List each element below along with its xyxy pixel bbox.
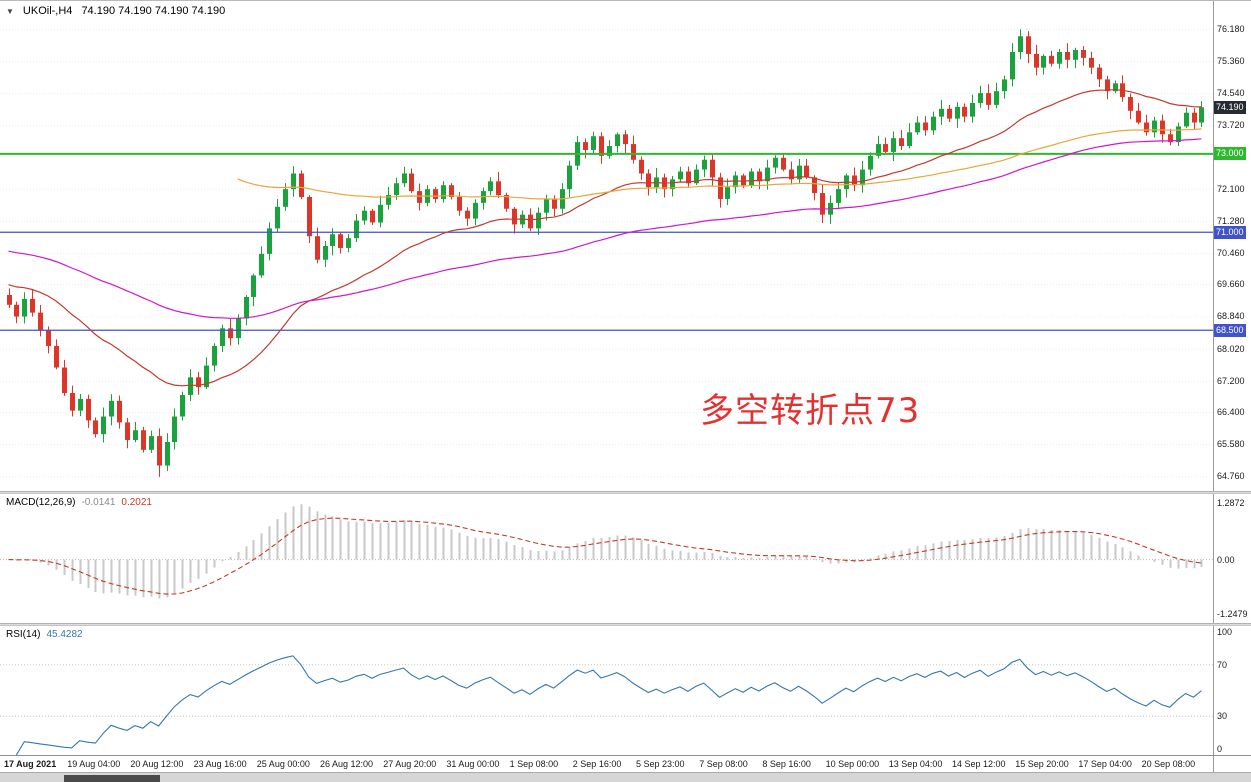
time-axis-label: 31 Aug 00:00 [446, 759, 500, 769]
price-badge-68.500: 68.500 [1214, 323, 1246, 337]
time-axis-labels: 17 Aug 2021 19 Aug 04:00 20 Aug 12:00 23 Au… [0, 756, 1213, 772]
time-axis-label: 20 Sep 08:00 [1141, 759, 1196, 769]
axis-corner [1213, 756, 1251, 772]
price-axis-label: 70.460 [1217, 247, 1245, 258]
price-axis-label: 76.180 [1217, 23, 1245, 34]
rsi-axis-label: 70 [1217, 659, 1228, 670]
macd-axis-label: 1.2872 [1217, 498, 1245, 509]
time-axis-label: 23 Aug 16:00 [193, 759, 247, 769]
price-badge-71.000: 71.000 [1214, 225, 1246, 239]
macd-signal-value: 0.2021 [121, 497, 152, 508]
horizontal-scrollbar[interactable] [0, 772, 1251, 782]
annotation-text: 多空转折点73 [700, 391, 921, 431]
price-axis-label: 65.580 [1217, 439, 1245, 450]
scrollbar-handle[interactable] [64, 775, 160, 782]
macd-axis-label: -1.2479 [1217, 609, 1248, 620]
rsi-indicator-name: RSI(14) [6, 629, 41, 640]
main-panel: ▼ UKOil-,H4 74.190 74.190 74.190 74.190 … [0, 1, 1251, 491]
macd-histogram [15, 504, 1203, 599]
macd-panel: MACD(12,26,9) -0.0141 0.2021 1.2872 0.00 -… [0, 494, 1251, 623]
macd-axis[interactable]: 1.2872 0.00 -1.2479 [1213, 494, 1251, 623]
price-axis-label: 64.760 [1217, 471, 1245, 482]
time-axis-label: 17 Sep 04:00 [1078, 759, 1132, 769]
rsi-axis-label: 30 [1217, 711, 1228, 722]
rsi-level-lines [0, 664, 1213, 717]
price-axis-label: 75.360 [1217, 55, 1245, 66]
time-axis-label: 27 Aug 20:00 [383, 759, 437, 769]
panel-divider-rsi[interactable] [0, 623, 1251, 626]
quote-values-label: 74.190 74.190 74.190 74.190 [81, 5, 226, 17]
main-plot-area[interactable]: ▼ UKOil-,H4 74.190 74.190 74.190 74.190 … [0, 1, 1213, 491]
panel-divider-macd[interactable] [0, 491, 1251, 494]
rsi-panel: RSI(14) 45.4282 100 70 30 0 [0, 626, 1251, 755]
price-axis-label: 74.540 [1217, 88, 1245, 98]
price-axis-label: 68.840 [1217, 311, 1245, 322]
price-axis-label: 67.200 [1217, 375, 1245, 386]
macd-axis-label: 0.00 [1217, 554, 1235, 565]
chart-menu-icon[interactable]: ▼ [6, 6, 14, 16]
time-axis[interactable]: 17 Aug 2021 19 Aug 04:00 20 Aug 12:00 23 Au… [0, 755, 1251, 772]
price-gridlines [0, 28, 1213, 478]
rsi-canvas[interactable] [0, 626, 1213, 755]
time-axis-label: 8 Sep 16:00 [762, 759, 811, 769]
macd-indicator-name: MACD(12,26,9) [6, 497, 76, 508]
price-badge-73.000: 73.000 [1214, 147, 1246, 161]
time-axis-label: 13 Sep 04:00 [888, 759, 943, 769]
time-axis-label: 15 Sep 20:00 [1015, 759, 1069, 769]
price-axis-label: 68.020 [1217, 343, 1245, 354]
time-axis-label: 25 Aug 00:00 [256, 759, 310, 769]
time-axis-label: 20 Aug 12:00 [130, 759, 184, 769]
time-axis-label: 1 Sep 08:00 [509, 759, 559, 769]
main-chart-canvas[interactable] [0, 1, 1213, 491]
time-axis-label: 10 Sep 00:00 [825, 759, 880, 769]
rsi-plot-area[interactable]: RSI(14) 45.4282 [0, 626, 1213, 755]
price-axis[interactable]: 76.180 75.360 74.540 73.720 72.100 71.280 70.4… [1213, 1, 1251, 491]
candlestick-series [7, 29, 1204, 477]
price-badge-74.190: 74.190 [1214, 100, 1246, 114]
ma-fast-red [8, 89, 1202, 387]
macd-plot-area[interactable]: MACD(12,26,9) -0.0141 0.2021 [0, 494, 1213, 623]
time-axis-label: 7 Sep 08:00 [699, 759, 748, 769]
rsi-label: RSI(14) 45.4282 [6, 629, 83, 640]
rsi-axis-label: 0 [1217, 744, 1223, 754]
price-axis-label: 71.280 [1217, 215, 1245, 226]
time-axis-label: 14 Sep 12:00 [952, 759, 1006, 769]
price-axis-label: 66.400 [1217, 407, 1245, 418]
time-axis-label: 26 Aug 12:00 [320, 759, 374, 769]
chart-title: ▼ UKOil-,H4 74.190 74.190 74.190 74.190 [6, 5, 225, 17]
price-axis-label: 73.720 [1217, 120, 1245, 131]
macd-label: MACD(12,26,9) -0.0141 0.2021 [6, 497, 152, 508]
moving-average-lines [8, 89, 1202, 387]
rsi-axis[interactable]: 100 70 30 0 [1213, 626, 1251, 755]
symbol-timeframe-label: UKOil-,H4 [22, 5, 73, 17]
rsi-value: 45.4282 [46, 629, 83, 640]
time-axis-label: 2 Sep 16:00 [572, 759, 622, 769]
time-axis-label: 19 Aug 04:00 [67, 759, 121, 769]
ma-mid-magenta [8, 138, 1202, 319]
horizontal-level-lines [0, 152, 1213, 331]
macd-main-value: -0.0141 [81, 497, 116, 508]
ma-slow-orange [237, 128, 1202, 200]
rsi-line [15, 655, 1202, 755]
rsi-axis-label: 100 [1217, 627, 1233, 637]
price-axis-label: 69.660 [1217, 279, 1245, 290]
price-axis-label: 72.100 [1217, 183, 1245, 194]
time-axis-label: 17 Aug 2021 [4, 759, 57, 769]
time-axis-label: 5 Sep 23:00 [636, 759, 685, 769]
macd-canvas[interactable] [0, 494, 1213, 623]
macd-signal-line [8, 517, 1202, 595]
